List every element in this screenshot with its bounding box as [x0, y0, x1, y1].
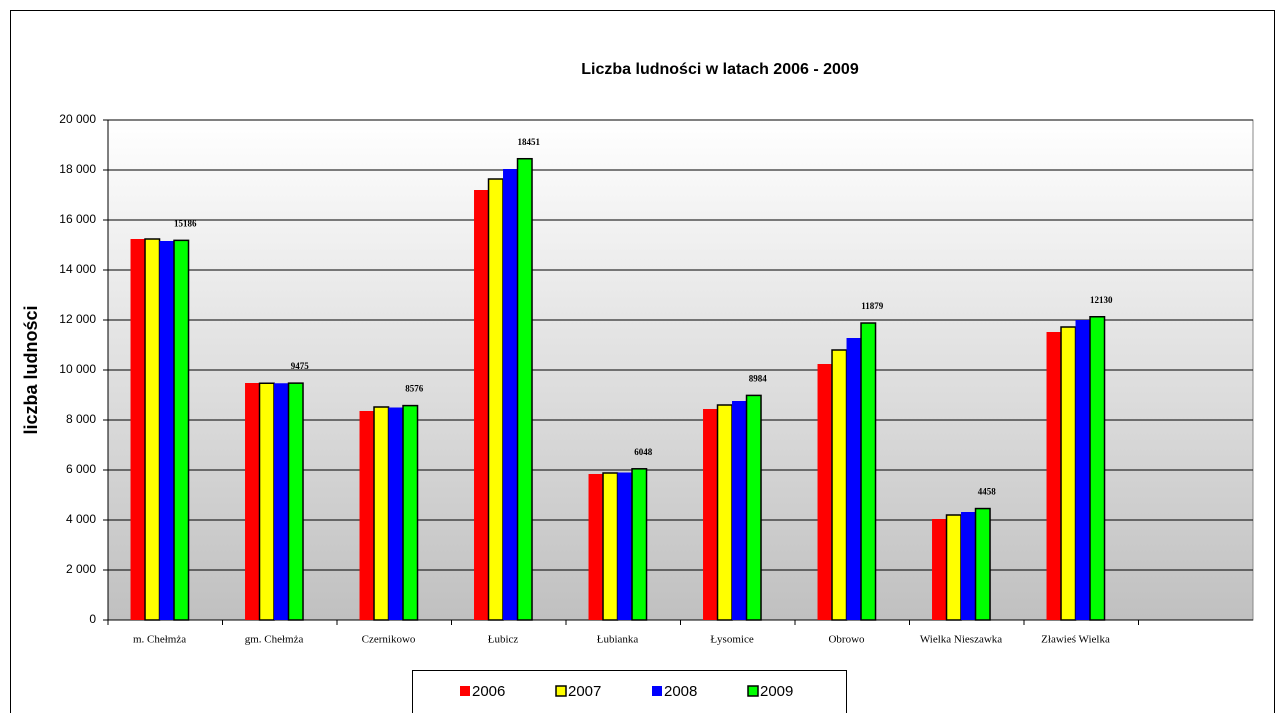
x-tick-label: Czernikowo — [362, 634, 416, 646]
bar — [932, 519, 947, 620]
value-label: 8984 — [749, 373, 768, 383]
y-tick-label: 10 000 — [59, 362, 96, 376]
x-tick-label: Zławieś Wielka — [1041, 634, 1110, 646]
x-tick-label: Łubianka — [597, 634, 639, 646]
bar — [388, 407, 404, 620]
x-tick-label: Wielka Nieszawka — [920, 634, 1002, 646]
chart-title: Liczba ludności w latach 2006 - 2009 — [581, 61, 859, 78]
bar — [287, 382, 304, 621]
x-tick-label: m. Chełmża — [133, 634, 186, 646]
legend-swatch — [460, 686, 470, 696]
bar — [373, 406, 390, 621]
legend-label: 2008 — [664, 683, 697, 700]
value-label: 9475 — [291, 361, 310, 371]
bar — [503, 169, 518, 620]
legend-label: 2009 — [760, 683, 793, 700]
bar — [831, 349, 848, 621]
value-label: 6048 — [634, 447, 653, 457]
legend — [412, 670, 847, 713]
bar — [245, 383, 260, 620]
bar — [703, 409, 718, 620]
bar — [732, 401, 747, 620]
y-tick-label: 2 000 — [66, 562, 96, 576]
bar — [745, 394, 762, 621]
y-tick-label: 12 000 — [59, 312, 96, 326]
y-tick-label: 20 000 — [59, 112, 96, 126]
y-tick-label: 16 000 — [59, 212, 96, 226]
bar — [631, 468, 648, 621]
bar — [487, 178, 504, 621]
legend-swatch — [652, 686, 662, 696]
bar — [1075, 320, 1091, 620]
bar — [144, 238, 161, 621]
legend-swatch — [747, 685, 759, 697]
bar — [1060, 326, 1077, 621]
bar — [173, 239, 190, 621]
value-label: 11879 — [861, 301, 884, 311]
bar — [130, 239, 146, 620]
value-label: 12130 — [1090, 295, 1113, 305]
y-tick-label: 18 000 — [59, 162, 96, 176]
value-label: 8576 — [405, 384, 424, 394]
bar — [159, 241, 175, 620]
bar — [474, 190, 489, 620]
bar — [516, 157, 533, 621]
y-tick-label: 6 000 — [66, 462, 96, 476]
y-tick-label: 8 000 — [66, 412, 96, 426]
x-tick-label: Obrowo — [828, 634, 865, 646]
bar — [359, 411, 375, 620]
x-tick-label: Łysomice — [710, 634, 753, 646]
x-tick-label: Łubicz — [488, 634, 519, 646]
legend-swatch — [555, 685, 567, 697]
y-tick-label: 14 000 — [59, 262, 96, 276]
bar — [1089, 316, 1106, 621]
legend-label: 2006 — [472, 683, 505, 700]
value-label: 18451 — [518, 137, 541, 147]
bar — [716, 404, 733, 621]
bar — [961, 512, 976, 620]
bar — [860, 322, 877, 621]
bar — [817, 364, 833, 620]
bar — [402, 404, 419, 621]
value-label: 4458 — [978, 487, 997, 497]
bar — [974, 507, 991, 621]
bar — [258, 382, 275, 621]
bar — [1046, 332, 1062, 620]
bar — [945, 514, 962, 621]
y-axis-label: liczba ludności — [21, 305, 41, 434]
bar — [617, 472, 633, 620]
y-tick-label: 0 — [89, 612, 96, 626]
y-tick-label: 4 000 — [66, 512, 96, 526]
legend-label: 2007 — [568, 683, 601, 700]
bar — [602, 472, 619, 621]
bar — [588, 474, 604, 620]
x-tick-label: gm. Chełmża — [245, 634, 304, 646]
bar — [846, 338, 862, 620]
value-label: 15186 — [174, 218, 197, 228]
bar — [274, 383, 289, 620]
